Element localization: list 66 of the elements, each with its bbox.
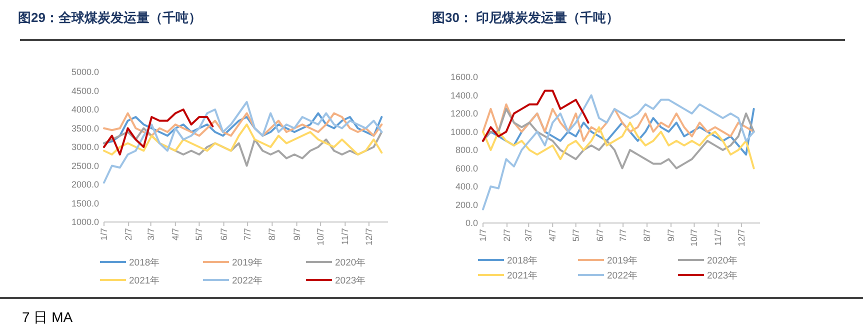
y-tick-label: 1600.0: [450, 72, 478, 82]
x-tick-label: 3/7: [524, 229, 534, 242]
x-tick-label: 7/7: [618, 229, 628, 242]
x-tick-label: 10/7: [316, 228, 326, 246]
x-tick-label: 8/7: [267, 228, 278, 241]
y-tick-label: 600.0: [455, 163, 478, 174]
x-tick-label: 2/7: [502, 229, 512, 242]
line-series: [103, 101, 383, 184]
legend-label: 2023年: [707, 270, 738, 282]
x-tick-label: 1/7: [99, 228, 109, 241]
x-tick-label: 8/7: [642, 229, 652, 242]
line-series: [482, 94, 755, 210]
x-tick-label: 9/7: [292, 228, 302, 241]
line-series: [482, 103, 755, 142]
x-tick-label: 11/7: [340, 228, 350, 245]
y-tick-label: 800.0: [455, 145, 478, 155]
y-tick-label: 1500.0: [71, 198, 99, 208]
x-tick-label: 6/7: [218, 228, 229, 241]
x-tick-label: 11/7: [713, 229, 724, 246]
line-series: [482, 90, 590, 142]
x-tick-label: 5/7: [194, 228, 204, 241]
y-tick-label: 0.0: [465, 218, 478, 228]
legend-label: 2021年: [507, 270, 538, 282]
y-tick-label: 4000.0: [71, 104, 99, 114]
x-tick-label: 4/7: [170, 228, 180, 241]
y-tick-label: 1400.0: [450, 90, 478, 100]
legend-label: 2019年: [607, 254, 638, 266]
legend-label: 2023年: [335, 274, 366, 286]
legend-label: 2022年: [232, 274, 264, 286]
legend-label: 2020年: [335, 256, 366, 268]
line-series: [103, 112, 383, 137]
y-tick-label: 1000.0: [450, 126, 478, 137]
y-tick-label: 3500.0: [71, 123, 99, 134]
text: 7 日 MA: [22, 309, 74, 325]
x-tick-label: 12/7: [364, 228, 374, 246]
y-tick-label: 1000.0: [71, 217, 99, 227]
x-tick-label: 10/7: [689, 229, 700, 247]
y-tick-label: 4500.0: [71, 86, 99, 96]
legend-label: 2020年: [707, 254, 738, 266]
x-tick-label: 2/7: [124, 228, 134, 241]
chart-title: 图29：全球煤炭发运量（千吨）: [18, 10, 202, 25]
line-series: [482, 122, 755, 170]
legend-label: 2021年: [129, 274, 160, 286]
x-tick-label: 3/7: [146, 228, 156, 241]
x-tick-label: 6/7: [594, 229, 605, 242]
legend-label: 2018年: [129, 256, 160, 268]
legend-label: 2018年: [507, 254, 538, 266]
line-series: [103, 124, 383, 156]
x-tick-label: 12/7: [736, 229, 746, 247]
x-tick-label: 5/7: [570, 229, 581, 242]
legend-label: 2019年: [232, 256, 264, 268]
y-tick-label: 5000.0: [71, 67, 99, 77]
y-tick-label: 2500.0: [71, 160, 99, 171]
line-series: [103, 108, 214, 156]
x-tick-label: 9/7: [666, 229, 676, 242]
x-tick-label: 7/7: [242, 228, 253, 241]
y-tick-label: 2000.0: [71, 180, 99, 190]
y-tick-label: 3000.0: [71, 142, 99, 152]
y-tick-label: 200.0: [455, 200, 478, 210]
legend-label: 2022年: [607, 270, 638, 282]
chart-title: 图30： 印尼煤炭发运量（千吨）: [432, 10, 620, 25]
x-tick-label: 1/7: [478, 229, 488, 242]
y-tick-label: 400.0: [455, 182, 478, 192]
y-tick-label: 1200.0: [450, 108, 478, 118]
line-series: [482, 108, 755, 170]
x-tick-label: 4/7: [548, 229, 558, 242]
